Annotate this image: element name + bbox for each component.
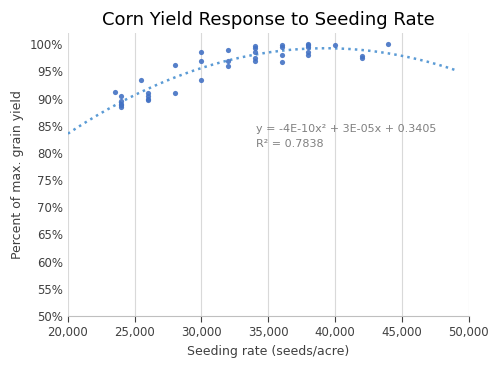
Point [304,41,312,47]
Point [251,49,259,55]
X-axis label: Seeding rate (seeds/acre): Seeding rate (seeds/acre) [187,345,350,358]
Point [144,90,152,96]
Point [358,55,366,61]
Point [170,62,178,68]
Point [251,55,259,61]
Point [304,52,312,58]
Point [358,53,366,59]
Point [251,58,259,63]
Point [278,52,285,58]
Point [144,96,152,101]
Point [118,93,126,99]
Point [144,97,152,103]
Point [224,47,232,53]
Point [198,58,205,63]
Point [224,63,232,69]
Point [304,49,312,55]
Point [118,102,126,108]
Point [304,42,312,48]
Point [198,49,205,55]
Point [251,43,259,49]
Point [384,41,392,47]
Text: y = -4E-10x² + 3E-05x + 0.3405
R² = 0.7838: y = -4E-10x² + 3E-05x + 0.3405 R² = 0.78… [256,124,436,149]
Title: Corn Yield Response to Seeding Rate: Corn Yield Response to Seeding Rate [102,11,434,29]
Point [278,59,285,65]
Point [138,77,145,83]
Point [118,104,126,110]
Point [278,42,285,48]
Point [118,99,126,104]
Point [331,42,339,48]
Point [224,58,232,63]
Point [170,90,178,96]
Point [278,44,285,50]
Point [251,45,259,51]
Point [144,93,152,99]
Point [304,44,312,50]
Point [110,89,118,95]
Y-axis label: Percent of max. grain yield: Percent of max. grain yield [11,90,24,259]
Point [118,101,126,107]
Point [198,77,205,83]
